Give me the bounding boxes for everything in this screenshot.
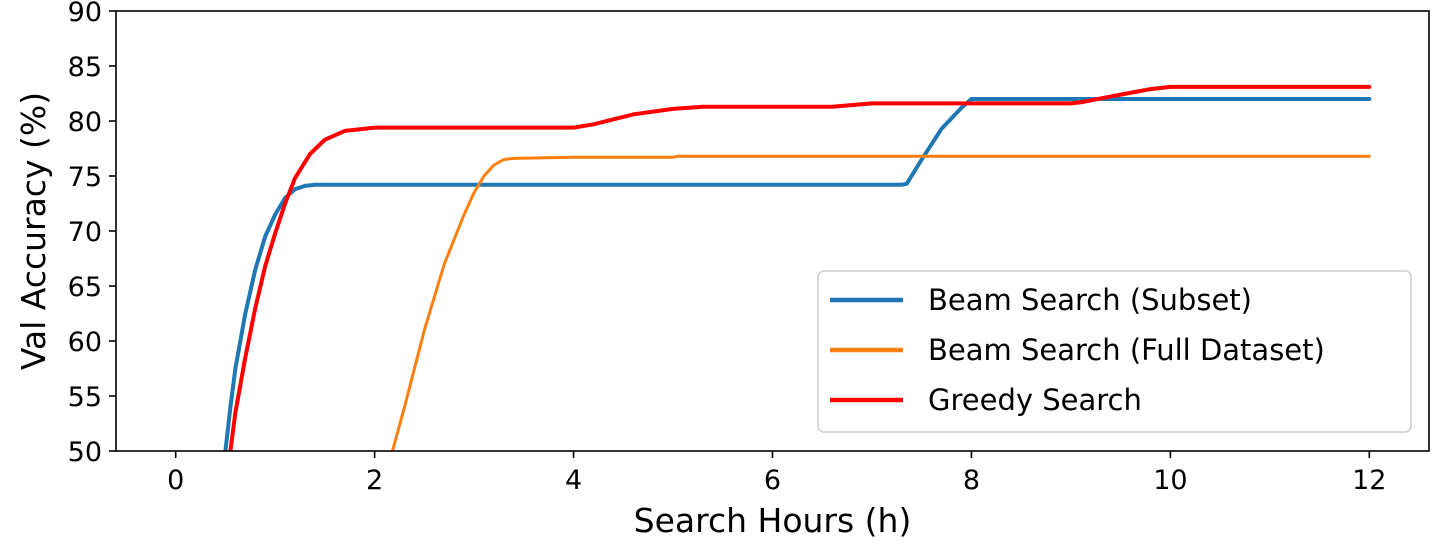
x-axis-label: Search Hours (h) — [634, 501, 912, 540]
legend-box — [817, 270, 1412, 433]
plot-frame — [115, 10, 1430, 452]
series-line-1 — [391, 154, 1371, 451]
x-tick-label: 4 — [565, 465, 582, 496]
y-tick-label: 55 — [68, 382, 102, 413]
y-axis-label: Val Accuracy (%) — [14, 92, 53, 370]
y-tick-label: 50 — [68, 437, 102, 468]
x-tick-label: 12 — [1352, 465, 1386, 496]
x-tick-label: 0 — [167, 465, 184, 496]
legend-label-beam-full: Beam Search (Full Dataset) — [928, 333, 1325, 367]
y-tick-label: 75 — [68, 162, 102, 193]
x-axis-ticks: 0 2 4 6 8 10 12 — [167, 451, 1386, 496]
y-tick-label: 85 — [68, 52, 102, 83]
y-tick-label: 60 — [68, 327, 102, 358]
series-layer — [223, 84, 1372, 451]
y-axis-ticks: 50 55 60 65 70 75 80 85 90 — [68, 0, 116, 468]
y-tick-label: 65 — [68, 272, 102, 303]
y-tick-label: 90 — [68, 0, 102, 28]
legend-label-beam-subset: Beam Search (Subset) — [928, 283, 1252, 317]
series-line-2 — [228, 84, 1372, 451]
x-tick-label: 2 — [366, 465, 383, 496]
y-tick-label: 70 — [68, 217, 102, 248]
x-tick-label: 8 — [963, 465, 980, 496]
y-tick-label: 80 — [68, 107, 102, 138]
x-tick-label: 6 — [764, 465, 781, 496]
legend: Beam Search (Subset) Beam Search (Full D… — [817, 270, 1412, 433]
x-tick-label: 10 — [1153, 465, 1187, 496]
legend-label-greedy: Greedy Search — [928, 383, 1142, 417]
